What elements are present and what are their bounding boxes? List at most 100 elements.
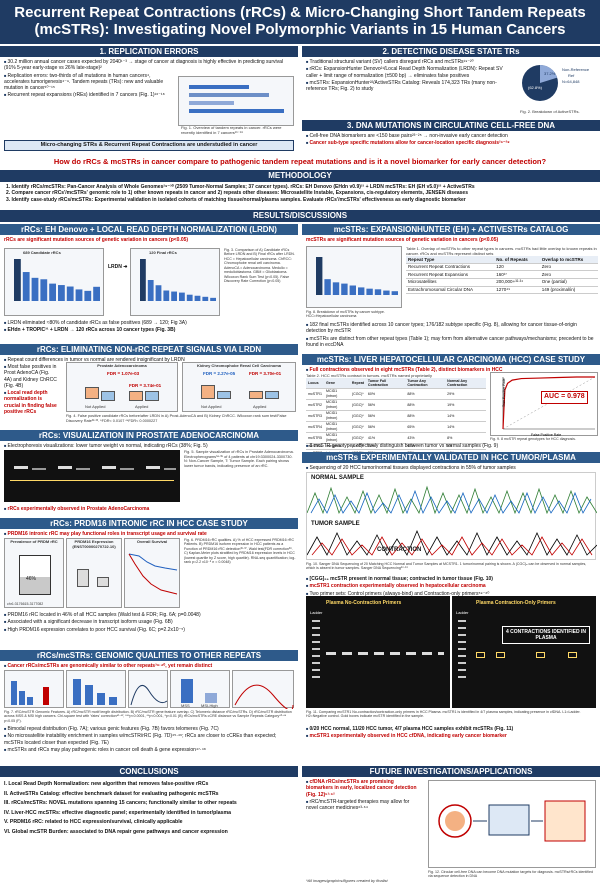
fig6c-title: Overall Survival <box>136 539 168 544</box>
bar <box>163 290 170 301</box>
fig7-caption: Fig. 7. rRC/mcSTR Genomic Features. A) r… <box>4 710 292 723</box>
section-cfdna: 3. DNA MUTATIONS IN CIRCULATING CELL-FRE… <box>302 120 600 154</box>
bar <box>179 292 185 301</box>
bullet: 182 final mcSTRs identified across 10 ca… <box>306 322 596 335</box>
fig9-roc: True Positive Rate False Positive Rate A… <box>490 372 598 437</box>
bar <box>186 294 193 301</box>
fdr-a1: FDR = 1.07e-03 <box>107 371 140 376</box>
bar <box>58 285 65 301</box>
bullet: mcSTRs: ExpansionHunter²²/ActiveSTRs Cat… <box>306 80 513 93</box>
section-head: 2. DETECTING DISEASE STATE TRs <box>302 46 600 57</box>
fig4a: Prostate Adenocarcinoma FDR = 1.07e-03 F… <box>66 362 178 412</box>
bullet: 30.2 million annual cancer cases expecte… <box>4 59 294 72</box>
conclusion-item: I. Local Read Depth Normalization: new a… <box>4 781 209 787</box>
table-row: Recurrent Repeat Contractions 120 Zero <box>406 263 598 272</box>
bullet: EHdn + TROPIC³¹ + LRDN → 120 rRCs across… <box>4 327 294 333</box>
bullet: mcSTRs are distinct from other repeat ty… <box>306 336 596 349</box>
contraction-label: CONTRACTION <box>377 547 422 553</box>
bar <box>383 290 390 295</box>
bar <box>374 289 382 295</box>
methodology-body: 1. Identify rRCs/mcSTRs: Pan-Cancer Anal… <box>0 183 600 204</box>
normal-label: NORMAL SAMPLE <box>311 475 364 481</box>
bar <box>14 259 21 301</box>
fig6a-title: Prevalence of PRDM rRC <box>10 539 58 544</box>
fig3a-bars <box>14 259 100 301</box>
fig4b-title: Kidney Chromophobe Renal Cell Carcinoma <box>196 363 281 368</box>
bar <box>31 277 39 301</box>
fig7b <box>66 670 126 708</box>
section-prdm16: rRCs: PRDM16 INTRONIC rRC IN HCC CASE ST… <box>0 518 298 648</box>
bullet: Cell-free DNA biomarkers are <150 base p… <box>306 133 596 139</box>
x-label-not-applied: Not Applied <box>85 404 106 409</box>
fig9-caption: Fig. 9. 8 mcSTR repeat genotypes for HCC… <box>490 437 576 441</box>
section-head: rRCs: EH Denovo + LOCAL READ DEPTH NORMA… <box>0 224 298 235</box>
bullet: rRCs experimentally observed in Prostate… <box>4 506 150 512</box>
pie-pct-a: (62.8%) <box>528 85 543 90</box>
bullet: High PRDM16 expression correlates to poo… <box>4 627 201 633</box>
bar <box>391 291 398 295</box>
bullet: 0/20 HCC normal, 11/20 HCC tumor, 4/7 pl… <box>306 726 514 732</box>
pie-n: N=64,848 <box>562 79 580 84</box>
bullet: PRDM16 rRC located in 46% of all HCC sam… <box>4 612 201 618</box>
fig11-gel: Plasma No-Contraction Primers Plasma Con… <box>306 596 596 708</box>
gel-callout: 4 CONTRACTIONS IDENTIFIED IN PLASMA <box>502 626 590 644</box>
bullet: Sequencing of 20 HCC tumor/normal tissue… <box>306 465 596 471</box>
fig5-caption: Fig. 5. Sample visualization of rRCs in … <box>184 450 294 469</box>
fig6c: Overall Survival <box>124 538 180 608</box>
bar <box>349 285 356 295</box>
bar <box>332 282 340 295</box>
fig7a <box>4 670 64 708</box>
lrdn-arrow: LRDN ➜ <box>108 264 128 270</box>
bullet: Recurrent repeat expansions (rREs) ident… <box>4 92 174 98</box>
locus: chr1:3176615-3177082 <box>7 601 44 606</box>
fig10-caption: Fig. 10. Sanger DNA Sequencing of 20 Mat… <box>306 562 587 571</box>
x-label-applied: Applied <box>253 404 267 409</box>
section-head: rRCs: PRDM16 INTRONIC rRC IN HCC CASE ST… <box>0 518 298 529</box>
fig10-sanger: NORMAL SAMPLE TUMOR SAMPLE CONTRACTION <box>306 472 597 560</box>
method-step-3: 3. Identify case-study rRCs/mcSTRs: Expe… <box>6 196 466 203</box>
fig3a: 689 Candidate rRCs <box>4 248 104 316</box>
bar <box>341 283 348 295</box>
conclusion-item: IV. Liver-HCC mcSTRs: effective diagnost… <box>4 809 231 816</box>
fig2-pie: (62.8%) 37.2% Non-Reference Ref N=64,848… <box>520 59 598 115</box>
bar <box>93 286 100 301</box>
table2-caption: Table 2. HCC mcSTRs contract in tumors. … <box>306 373 433 378</box>
table-row: Microsatellites 200,000+³²·³⁴ One (partial… <box>406 278 598 287</box>
research-question: How do rRCs & mcSTRs in cancer compare t… <box>53 157 547 166</box>
section-future: FUTURE INVESTIGATIONS/APPLICATIONS cfDNA… <box>302 766 600 894</box>
bullet: Traditional structural variant (SV) call… <box>306 59 513 65</box>
bar <box>366 288 373 295</box>
fig8-caption: Fig. 8. Breakdown of mcSTRs by cancer su… <box>306 310 385 319</box>
bar <box>140 259 146 301</box>
ladder-right: Ladder <box>456 610 469 615</box>
fig6-caption: Fig. 6. PRDM16 rRC qualities. A) % of HC… <box>184 538 296 565</box>
msi-label: MSI-High <box>201 703 218 708</box>
pie-label-ref: Ref <box>568 73 575 78</box>
fig8-bars <box>316 257 398 295</box>
fig6b: PRDM16 Expression (ENST00000270722.10) <box>66 538 122 608</box>
gel-right-title: Plasma Contraction-Only Primers <box>476 600 556 606</box>
table1: Table 1. Overlap of mcSTRs to other repe… <box>406 246 598 295</box>
understudied-box: Micro-changing STRs & Recurrent Repeat C… <box>4 140 294 151</box>
section-genomic-qualities: rRCs/mcSTRs: GENOMIC QUALITIES TO OTHER … <box>0 650 298 764</box>
pie-slice-ref <box>540 64 558 83</box>
bullet: Most false positives in Prost AdenoCA (F… <box>4 364 58 389</box>
fig12 <box>428 780 596 868</box>
lrdn-label: LRDN <box>108 264 122 270</box>
section-detecting-trs: 2. DETECTING DISEASE STATE TRs Tradition… <box>302 46 600 116</box>
bullet: mcSTRs and rRCs may play pathogenic role… <box>4 747 294 753</box>
fig6b-title: PRDM16 Expression (ENST00000270722.10) <box>72 539 116 549</box>
conclusion-item: II. ActiveSTRs Catalog: effective benchm… <box>4 790 219 797</box>
section-eh-activestrs: mcSTRs: EXPANSIONHUNTER (EH) + ACTIVESTR… <box>302 224 600 352</box>
bullet: Two primer sets: Control primers (always… <box>306 591 493 597</box>
fig12-caption: Fig. 12. Circular cell-free DNA can beco… <box>428 870 593 879</box>
pie-chart: (62.8%) 37.2% Non-Reference Ref N=64,848 <box>522 64 590 101</box>
section-head: mcSTRs: LIVER HEPATOCELLULAR CARCINOMA (… <box>302 354 600 365</box>
table-row: mcSTR1 MCID1 (intron) (CGC)ⁿ 60% 88% 29% <box>306 388 486 400</box>
pie-pct-b: 37.2% <box>544 71 556 76</box>
fig8 <box>306 246 402 308</box>
table-row: Recurrent Repeat Expansions 160¹⁷ Zero <box>406 270 598 279</box>
section-head: mcSTRs EXPERIMENTALLY VALIDATED IN HCC T… <box>302 452 600 463</box>
bullet: No microsatellite instability enrichment… <box>4 733 294 746</box>
